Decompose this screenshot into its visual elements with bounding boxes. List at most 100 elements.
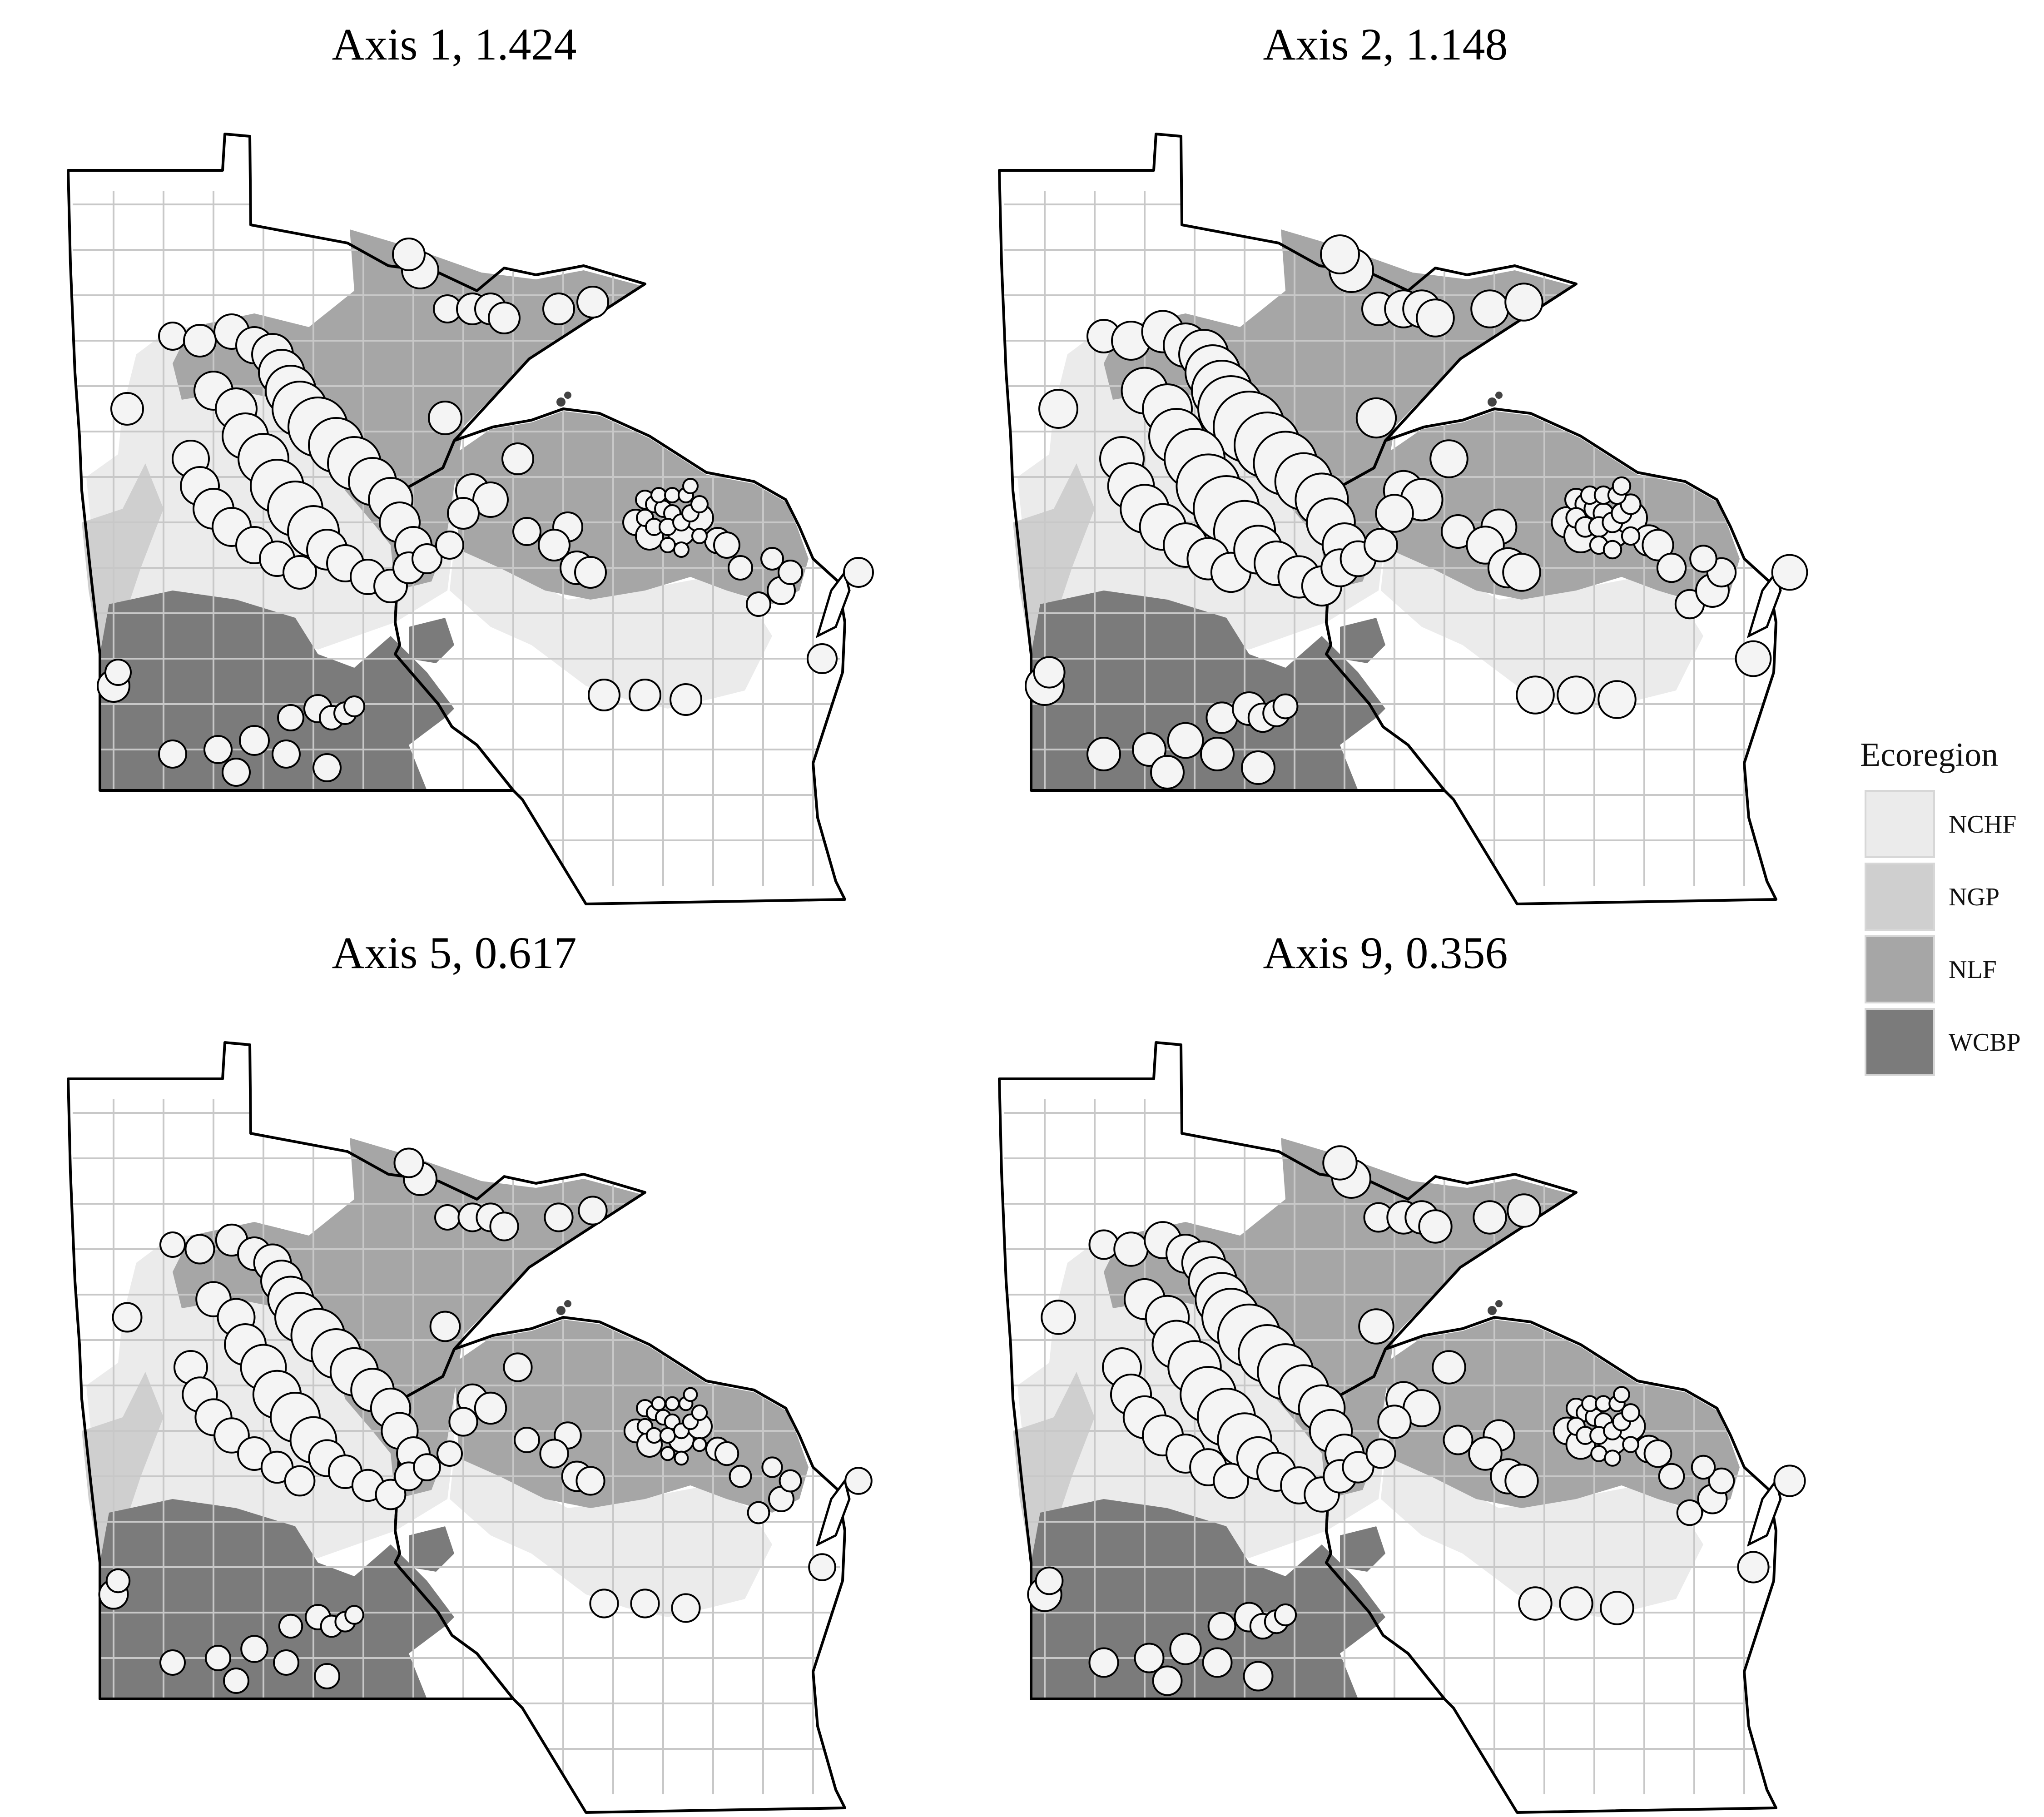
site-circle — [392, 238, 426, 271]
site-circle — [1150, 755, 1185, 789]
site-circle — [1088, 1229, 1119, 1260]
site-circle — [273, 1649, 299, 1676]
ecoregion-area — [1031, 591, 1385, 790]
site-circle — [1358, 1308, 1394, 1345]
site-circle — [1621, 526, 1641, 546]
site-circle — [674, 1450, 689, 1466]
site-circle — [1516, 675, 1555, 715]
site-circle — [1432, 1350, 1466, 1385]
site-circle — [1033, 656, 1066, 689]
site-circle — [843, 557, 874, 588]
site-circle — [671, 1593, 701, 1623]
legend-label: NGP — [1949, 883, 2000, 911]
legend-title: Ecoregion — [1860, 736, 1999, 774]
legend-item-nchf: NCHF — [1860, 790, 2042, 863]
ecoregion-area — [1340, 618, 1385, 663]
site-circle — [1656, 552, 1687, 583]
ecoregion-area — [173, 1138, 643, 1499]
site-circle — [1470, 289, 1509, 328]
site-circle — [650, 487, 667, 503]
site-circle — [203, 735, 233, 764]
ecoregion-map — [998, 1041, 1806, 1814]
site-circle — [1377, 1405, 1412, 1439]
site-circle — [713, 531, 740, 559]
site-circle — [714, 1441, 739, 1466]
site-circle — [630, 1589, 660, 1618]
site-circle — [1322, 1145, 1358, 1181]
ecoregion-area — [1381, 545, 1703, 709]
site-layer — [1027, 1145, 1806, 1696]
site-circle — [1643, 1439, 1672, 1468]
legend-item-ngp: NGP — [1860, 863, 2042, 935]
island — [564, 392, 571, 399]
site-circle — [183, 324, 217, 357]
site-circle — [1602, 540, 1622, 560]
island — [1488, 397, 1497, 407]
site-circle — [223, 1668, 249, 1694]
site-circle — [512, 517, 541, 546]
site-circle — [1620, 493, 1642, 515]
site-circle — [1035, 1566, 1064, 1595]
site-circle — [1241, 750, 1275, 785]
island — [1495, 392, 1503, 399]
legend-label: NLF — [1949, 956, 1997, 984]
site-circle — [670, 683, 702, 716]
site-circle — [692, 1437, 707, 1452]
ecoregion-area — [450, 545, 772, 709]
site-circle — [1773, 1465, 1806, 1497]
ecoregion-area — [454, 1320, 809, 1513]
site-circle — [682, 478, 699, 494]
legend-swatch — [1865, 1008, 1935, 1076]
ecoregion-area — [450, 1454, 772, 1617]
site-circle — [651, 1396, 666, 1411]
site-circle — [1613, 1386, 1630, 1403]
site-circle — [1134, 1643, 1165, 1673]
site-circle — [1041, 1300, 1076, 1335]
site-circle — [1708, 1467, 1735, 1494]
site-circle — [664, 487, 680, 503]
ecoregion-area — [1013, 463, 1095, 654]
site-circle — [1676, 1499, 1703, 1526]
site-circle — [728, 555, 753, 581]
ecoregion-area — [1104, 1138, 1574, 1499]
site-circle — [158, 322, 187, 351]
legend-label: NCHF — [1949, 810, 2017, 839]
island — [1488, 1306, 1497, 1315]
site-circle — [844, 1467, 873, 1495]
ecoregion-area — [1013, 1372, 1095, 1563]
site-circle — [1600, 1591, 1634, 1625]
site-circle — [159, 1231, 186, 1258]
site-circle — [1642, 529, 1674, 561]
site-circle — [1200, 737, 1235, 771]
site-circle — [1518, 1586, 1553, 1621]
site-circle — [538, 529, 571, 561]
site-circle — [589, 1589, 619, 1618]
site-circle — [690, 495, 709, 513]
site-circle — [437, 1440, 463, 1467]
site-circle — [1213, 1463, 1249, 1499]
map-panel-2: Axis 2, 1.148 — [931, 0, 1840, 908]
panel-title: Axis 5, 0.617 — [332, 928, 577, 978]
site-circle — [343, 695, 365, 717]
legend-item-wcbp: WCBP — [1860, 1008, 2042, 1081]
site-circle — [272, 740, 301, 769]
site-circle — [222, 758, 251, 787]
site-circle — [808, 1553, 836, 1581]
site-circle — [1202, 1647, 1233, 1678]
site-circle — [104, 659, 132, 686]
site-circle — [588, 679, 620, 711]
site-circle — [575, 1466, 605, 1496]
site-circle — [1418, 1209, 1453, 1244]
site-circle — [1375, 494, 1414, 533]
site-circle — [314, 1663, 340, 1689]
site-circle — [105, 1568, 131, 1594]
site-circle — [1429, 439, 1469, 478]
site-circle — [1086, 737, 1121, 771]
site-circle — [691, 528, 708, 544]
legend-swatch — [1865, 790, 1935, 858]
site-circle — [1735, 640, 1772, 677]
site-circle — [673, 541, 690, 558]
island — [556, 1306, 566, 1315]
site-circle — [574, 556, 607, 589]
site-circle — [542, 293, 575, 325]
